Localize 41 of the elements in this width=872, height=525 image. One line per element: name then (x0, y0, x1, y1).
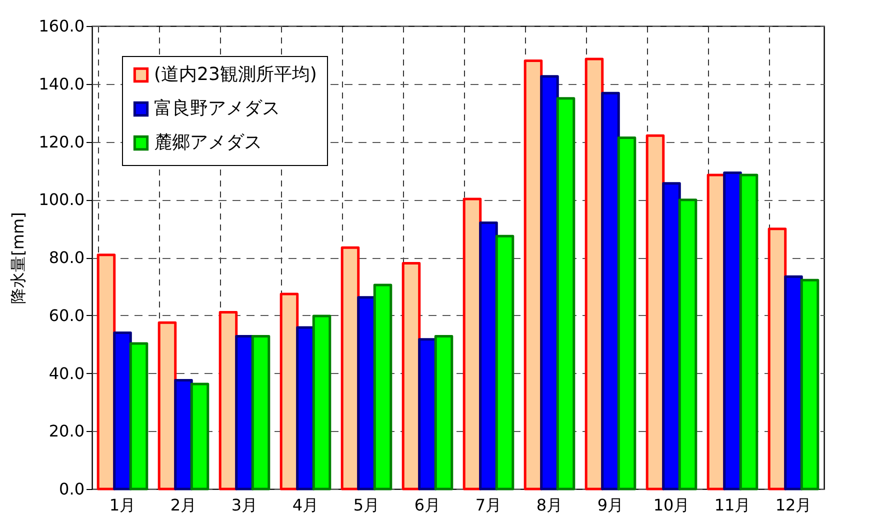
bar (678, 198, 698, 490)
x-tick-label: 10月 (653, 496, 690, 514)
x-tick-label: 3月 (231, 496, 258, 514)
bar (96, 254, 116, 490)
bar (373, 284, 392, 490)
y-tick-label: 100.0 (38, 190, 84, 210)
bar (312, 314, 332, 490)
x-tick-label: 1月 (109, 496, 136, 514)
bar (495, 234, 514, 490)
y-tick-label: 20.0 (48, 422, 84, 441)
y-tick-label: 0.0 (59, 480, 84, 498)
y-axis-title: 降水量[mm] (8, 212, 28, 304)
bar (158, 321, 177, 490)
y-tick-label: 120.0 (38, 132, 84, 152)
bar (800, 278, 820, 490)
y-tick-label: 40.0 (48, 364, 84, 383)
bar (402, 262, 421, 490)
bar (251, 334, 270, 490)
x-tick-label: 8月 (536, 496, 563, 514)
bar (617, 136, 636, 490)
legend-label: (道内23観測所平均) (154, 64, 317, 85)
bar (129, 342, 148, 490)
x-tick-label: 12月 (775, 496, 812, 514)
legend-label: 富良野アメダス (154, 98, 280, 119)
bar (190, 382, 210, 490)
x-tick-label: 7月 (475, 496, 502, 514)
x-tick-label: 6月 (414, 496, 441, 514)
y-tick-label: 60.0 (48, 306, 84, 325)
x-tick-label: 2月 (170, 496, 197, 514)
bar (556, 97, 576, 490)
x-tick-label: 5月 (353, 496, 380, 514)
bar (739, 174, 758, 490)
y-tick-label: 140.0 (38, 74, 84, 94)
y-tick-label: 160.0 (38, 16, 84, 36)
legend-label: 麓郷アメダス (154, 132, 262, 153)
x-tick-label: 11月 (714, 496, 751, 514)
x-tick-label: 4月 (292, 496, 319, 514)
bar (601, 92, 620, 490)
x-tick-label: 9月 (597, 496, 624, 514)
y-tick-label: 80.0 (48, 248, 84, 267)
bar (434, 334, 454, 490)
